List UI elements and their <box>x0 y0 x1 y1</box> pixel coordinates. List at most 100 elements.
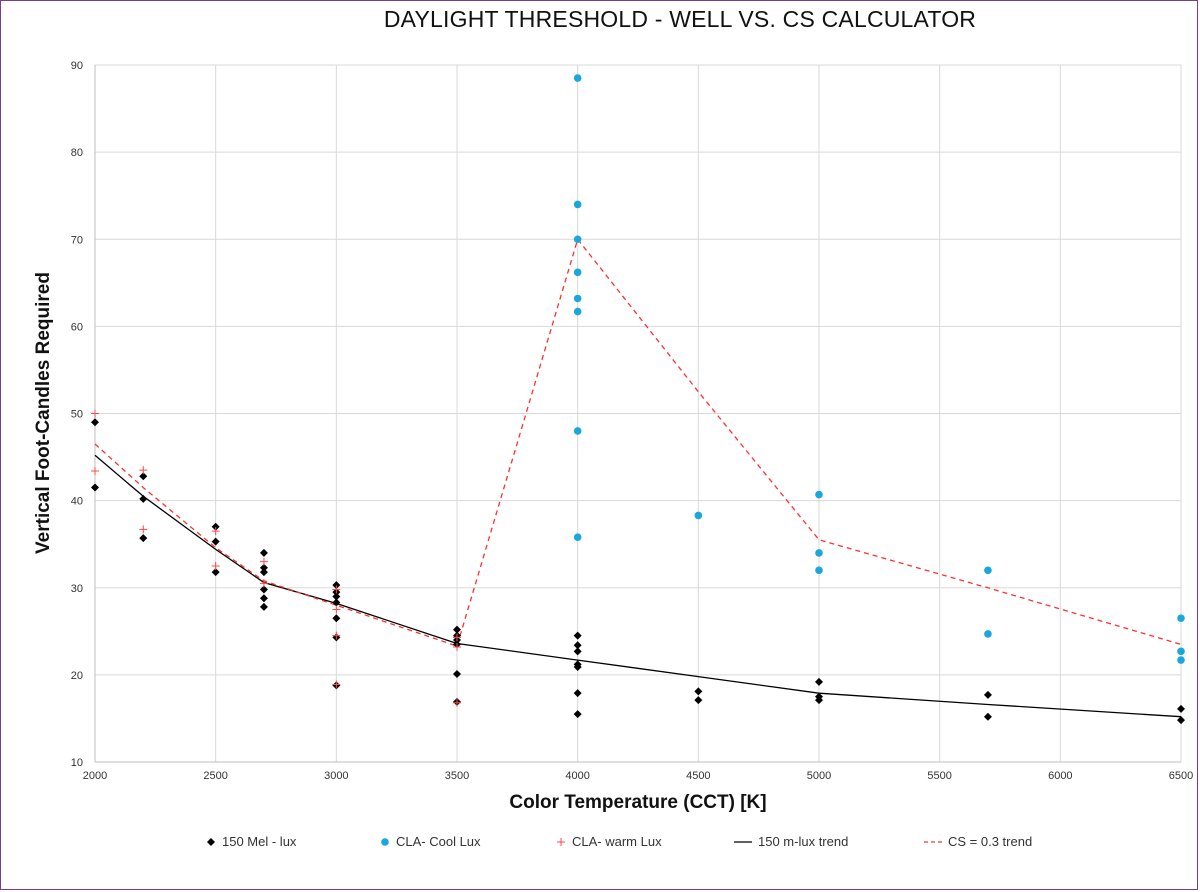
data-point-circle <box>573 268 582 277</box>
data-point-diamond <box>211 568 220 577</box>
x-tick-label: 5500 <box>927 770 951 782</box>
data-point-circle <box>815 566 823 575</box>
data-point-plus <box>332 605 341 614</box>
data-points <box>91 74 1185 725</box>
data-point-circle <box>573 235 582 244</box>
data-point-plus <box>91 467 99 476</box>
data-point-plus <box>91 409 99 418</box>
legend-swatch <box>381 837 389 846</box>
data-point-circle <box>984 566 992 575</box>
legend-label: CLA- Cool Lux <box>396 834 481 849</box>
data-point-diamond <box>573 710 582 719</box>
legend-item: CLA- warm Lux <box>556 834 662 849</box>
data-point-plus <box>453 642 461 651</box>
y-tick-label: 60 <box>71 321 83 333</box>
data-point-diamond <box>1177 716 1185 725</box>
data-point-diamond <box>1177 704 1185 713</box>
data-point-diamond <box>139 494 148 503</box>
data-point-diamond <box>573 663 582 672</box>
data-point-circle <box>694 511 703 520</box>
data-point-diamond <box>259 568 268 577</box>
y-tick-label: 30 <box>71 583 83 595</box>
x-axis-label: Color Temperature (CCT) [K] <box>509 792 767 813</box>
trend-lines <box>94 237 1182 718</box>
x-tick-label: 2000 <box>83 770 107 782</box>
data-point-diamond <box>259 563 268 572</box>
tick-labels: 2000 2500 3000 3500 4000 4500 5000 5500 6000 6500… <box>71 60 1193 782</box>
data-point-diamond <box>139 534 148 543</box>
data-point-diamond <box>332 581 341 590</box>
legend-item: 150 m-lux trend <box>734 834 848 849</box>
data-point-diamond <box>259 548 268 557</box>
data-point-diamond <box>259 594 268 603</box>
legend-marker <box>557 837 565 846</box>
data-point-diamond <box>259 602 268 611</box>
data-point-diamond <box>211 537 220 546</box>
data-point-plus <box>139 525 148 534</box>
gridlines <box>94 64 1182 763</box>
data-point-plus <box>453 633 461 642</box>
x-tick-label: 6000 <box>1048 770 1072 782</box>
data-point-circle <box>815 490 823 499</box>
data-point-plus <box>332 631 341 640</box>
y-tick-label: 40 <box>71 496 83 508</box>
data-point-plus <box>259 557 268 566</box>
data-point-diamond <box>983 690 992 699</box>
data-point-plus <box>139 466 148 475</box>
data-point-diamond <box>815 677 823 686</box>
data-point-circle <box>1177 647 1185 656</box>
data-point-diamond <box>573 689 582 698</box>
trend-line-150-m-lux-trend <box>94 454 1182 718</box>
legend-label: 150 Mel - lux <box>222 834 297 849</box>
legend-swatch <box>557 837 565 846</box>
trend-line-cs-0-3-trend <box>94 237 1182 647</box>
data-point-circle <box>573 74 582 82</box>
data-point-diamond <box>332 614 341 623</box>
data-point-circle <box>815 549 823 557</box>
x-tick-label: 2500 <box>203 770 227 782</box>
data-point-diamond <box>332 592 341 601</box>
data-point-plus <box>211 527 220 536</box>
data-point-plus <box>211 561 220 570</box>
x-tick-label: 3000 <box>324 770 348 782</box>
data-point-circle <box>573 307 582 316</box>
data-point-diamond <box>573 647 582 656</box>
y-tick-label: 70 <box>71 234 83 246</box>
y-tick-label: 50 <box>71 409 83 421</box>
y-tick-label: 90 <box>71 60 83 72</box>
data-point-diamond <box>211 522 220 531</box>
data-point-circle <box>573 200 582 209</box>
data-point-diamond <box>573 631 582 640</box>
legend-swatch <box>207 837 215 846</box>
legend-marker <box>207 837 215 846</box>
legend-label: CS = 0.3 trend <box>948 834 1033 849</box>
data-point-diamond <box>453 625 461 634</box>
data-point-circle <box>1177 614 1185 623</box>
legend-item: CS = 0.3 trend <box>924 834 1032 849</box>
x-tick-label: 4500 <box>686 770 710 782</box>
data-point-circle <box>1177 656 1185 664</box>
x-tick-label: 6500 <box>1169 770 1193 782</box>
x-tick-label: 4000 <box>565 770 589 782</box>
data-point-circle <box>573 427 582 435</box>
x-tick-label: 5000 <box>807 770 831 782</box>
data-point-diamond <box>259 585 268 594</box>
data-point-diamond <box>815 696 823 705</box>
legend-marker <box>381 837 389 846</box>
x-tick-label: 3500 <box>445 770 469 782</box>
data-point-circle <box>573 294 582 303</box>
data-point-diamond <box>332 598 341 607</box>
data-point-diamond <box>694 696 703 705</box>
data-point-diamond <box>453 670 461 679</box>
data-point-diamond <box>91 418 99 427</box>
data-point-diamond <box>983 712 992 721</box>
legend: 150 Mel - lux CLA- Cool Lux CLA- warm Lux 1… <box>0 834 1200 854</box>
data-point-plus <box>453 698 461 707</box>
y-tick-label: 80 <box>71 147 83 159</box>
data-point-diamond <box>91 483 99 492</box>
legend-label: CLA- warm Lux <box>572 834 662 849</box>
legend-label: 150 m-lux trend <box>758 834 849 849</box>
data-point-plus <box>259 579 268 588</box>
data-point-circle <box>984 630 992 638</box>
